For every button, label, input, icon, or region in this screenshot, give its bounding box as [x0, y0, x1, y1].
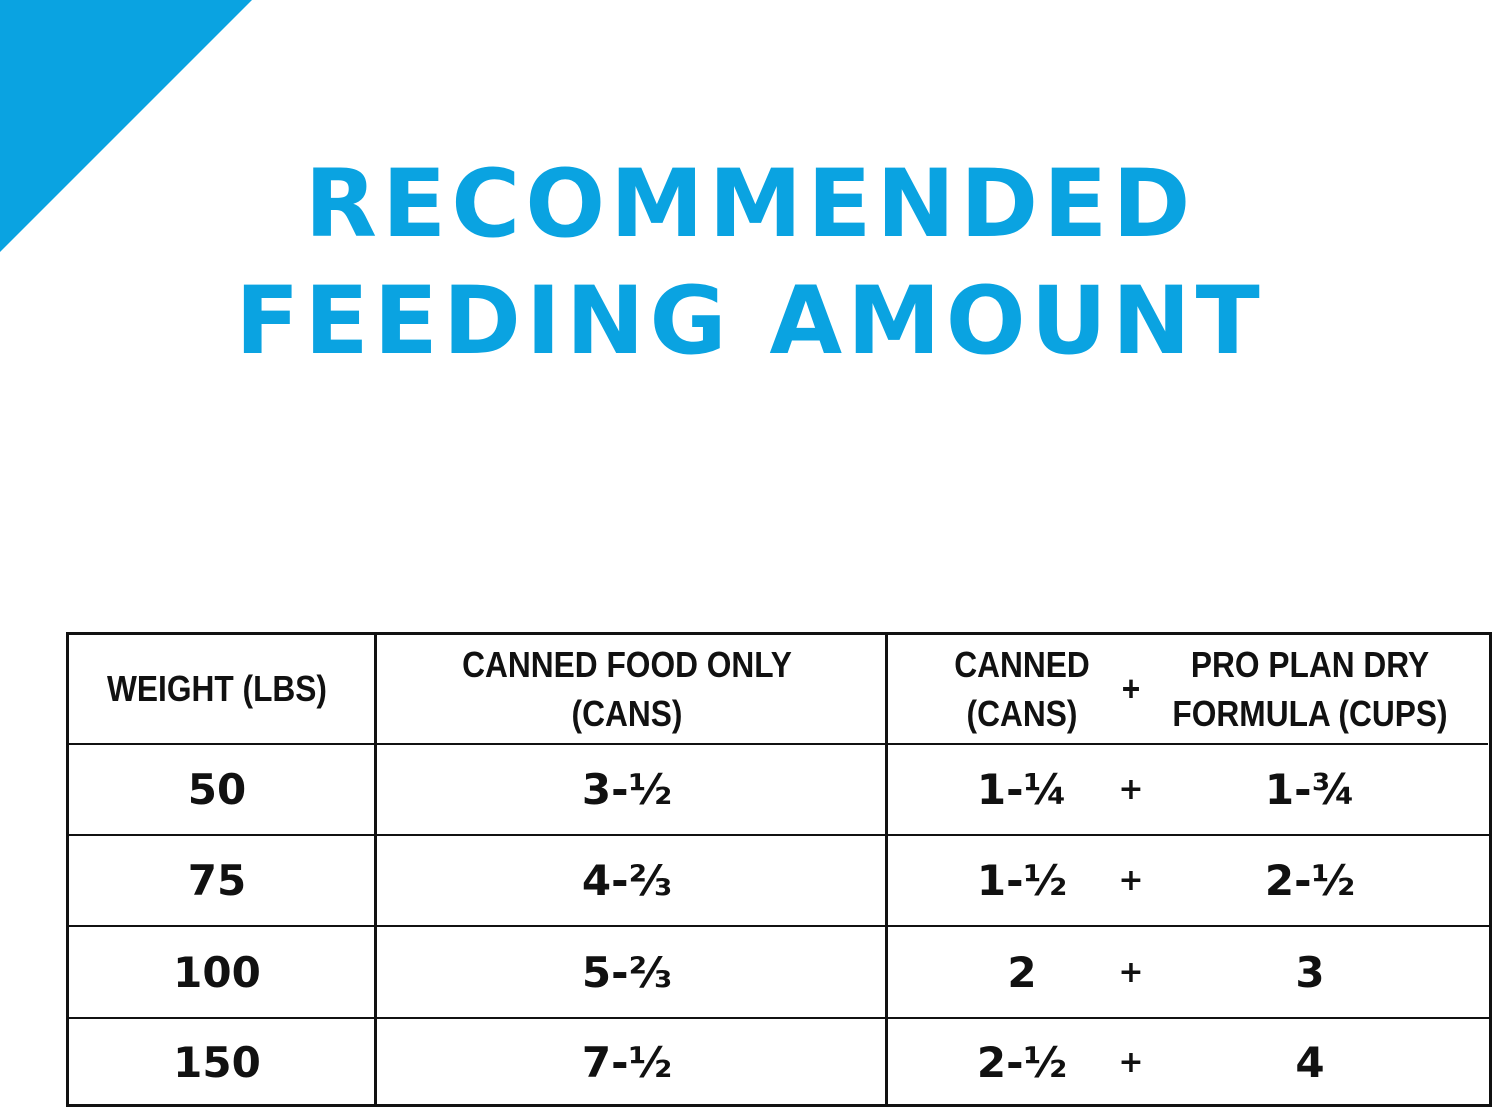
row-divider — [374, 743, 887, 745]
table-cell: 100 — [173, 947, 261, 997]
header-text: PRO PLAN DRY — [1190, 643, 1430, 685]
table-cell: 2-½ — [976, 1038, 1068, 1087]
header-text: (CANS) — [571, 692, 683, 734]
header-text: WEIGHT (LBS) — [107, 668, 327, 710]
table-cell: 50 — [187, 765, 247, 814]
header-text: + — [1121, 668, 1141, 710]
column-divider — [374, 635, 377, 1107]
header-text: CANNED FOOD ONLY — [462, 643, 792, 685]
table-cell: 4-⅔ — [581, 856, 673, 905]
header-text: CANNED — [954, 643, 1090, 685]
corner-triangle — [0, 0, 252, 252]
header-cell: PRO PLAN DRY FORMULA (CUPS) — [1165, 635, 1455, 744]
header-text: (CANS) — [966, 692, 1078, 734]
table-cell: 2 — [1007, 947, 1037, 997]
row-divider — [69, 743, 374, 745]
table-cell: 75 — [187, 856, 247, 905]
header-cell: WEIGHT (LBS) — [85, 635, 349, 744]
row-divider — [69, 834, 1489, 836]
table-cell: 5-⅔ — [581, 947, 673, 997]
plus-sign: + — [1118, 954, 1144, 990]
table-cell: 150 — [173, 1038, 261, 1087]
plus-sign: + — [1118, 1045, 1144, 1080]
row-divider — [69, 925, 1489, 927]
table-cell: 3-½ — [581, 765, 673, 814]
table-cell: 1-½ — [976, 856, 1068, 905]
table-cell: 2-½ — [1264, 856, 1356, 905]
table-cell: 7-½ — [581, 1038, 673, 1087]
title-line: FEEDING AMOUNT — [235, 267, 1265, 376]
row-divider — [885, 743, 1488, 745]
header-cell: + — [1113, 635, 1148, 744]
table-cell: 1-¼ — [976, 765, 1068, 814]
plus-sign: + — [1118, 863, 1144, 898]
header-cell: CANNED FOOD ONLY (CANS) — [407, 635, 847, 744]
table-cell: 4 — [1295, 1038, 1325, 1087]
table-cell: 3 — [1295, 947, 1325, 997]
column-divider — [885, 635, 888, 1107]
header-text: FORMULA (CUPS) — [1172, 692, 1448, 734]
plus-sign: + — [1118, 772, 1144, 807]
title-line: RECOMMENDED — [304, 150, 1196, 259]
feeding-table: WEIGHT (LBS) CANNED FOOD ONLY (CANS) CANNED… — [66, 632, 1492, 1107]
row-divider — [69, 1017, 1489, 1019]
header-cell: CANNED (CANS) — [943, 635, 1101, 744]
table-cell: 1-¾ — [1264, 765, 1356, 814]
